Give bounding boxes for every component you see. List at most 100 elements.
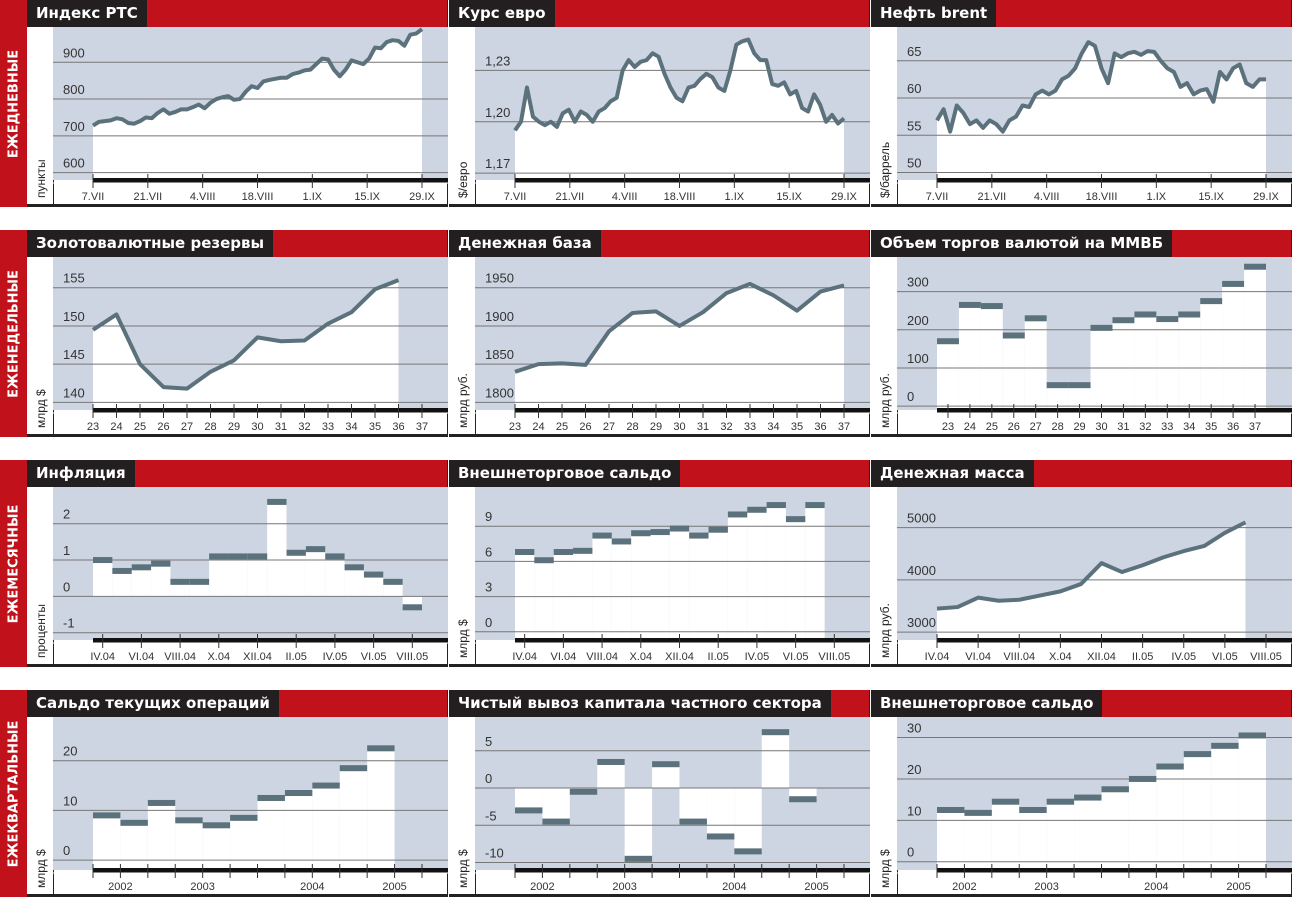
section-label: ЕЖЕДНЕВНЫЕ [0, 0, 27, 207]
chart-svg: 50 55 60 65 7.VII 21.VII 4.VIII 18.VIII 1.IX 15.I… [897, 27, 1292, 203]
bar-mark [1112, 317, 1135, 324]
bar-fill [805, 505, 825, 640]
y-tick-label: 0 [63, 843, 70, 858]
y-tick-label: 150 [63, 309, 85, 324]
bar-mark [1046, 798, 1075, 805]
bar-fill [1024, 318, 1047, 410]
y-axis-label: $/евро [456, 161, 470, 198]
y-tick-label: 50 [907, 156, 921, 171]
y-axis-label-box: млрд $ [449, 487, 476, 664]
bar-mark [284, 790, 313, 797]
chart-panel: Чистый вывоз капитала частного сектора м… [449, 690, 870, 897]
y-tick-label: 3 [485, 580, 492, 595]
x-tick-label: IV.04 [90, 651, 115, 663]
bar-fill [991, 801, 1020, 870]
title-bar: Внешнеторговое сальдо [871, 690, 1291, 717]
y-axis-label: млрд $ [34, 389, 48, 428]
bar-fill [1002, 335, 1025, 410]
x-tick-label: 24 [110, 421, 122, 433]
bar-mark [991, 798, 1020, 805]
y-tick-label: 60 [907, 81, 921, 96]
y-tick-label: 1,17 [485, 156, 510, 171]
x-tick-label: 37 [1249, 421, 1261, 433]
x-tick-label: 2002 [952, 881, 976, 893]
chart-title: Золотовалютные резервы [27, 230, 274, 257]
x-tick-label: 2003 [1034, 881, 1058, 893]
x-tick-label: 29 [650, 421, 662, 433]
y-axis-label-box: млрд руб. [871, 487, 898, 664]
x-tick-label: 36 [1227, 421, 1239, 433]
y-axis-label: млрд $ [456, 619, 470, 658]
bar-mark [175, 817, 203, 824]
area-fill [515, 39, 844, 180]
y-axis-label-box: млрд руб. [449, 257, 476, 434]
chart-svg: 1,17 1,20 1,23 7.VII 21.VII 4.VIII 18.VIII 1.IX… [475, 27, 870, 203]
bar-mark [706, 833, 735, 840]
x-tick-label: VIII.05 [396, 651, 428, 663]
bar-mark [542, 818, 570, 825]
bar-mark [958, 301, 981, 308]
bar-fill [650, 532, 670, 640]
bar-mark [1178, 311, 1201, 318]
x-tick-label: 2005 [1226, 881, 1250, 893]
x-tick-label: 29.IX [831, 191, 857, 203]
section-label-text: ЕЖЕНЕДЕЛЬНЫЕ [6, 269, 21, 398]
x-tick-label: 25 [134, 421, 146, 433]
bar-mark [93, 812, 121, 819]
x-tick-label: 26 [1008, 421, 1020, 433]
x-tick-label: VI.04 [965, 651, 991, 663]
x-tick-label: 4.VIII [190, 191, 216, 203]
x-tick-label: 27 [603, 421, 615, 433]
title-bar: Денежная масса [871, 460, 1291, 487]
x-tick-label: 1.IX [725, 191, 745, 203]
x-tick-label: IV.05 [1171, 651, 1196, 663]
bar-mark [1046, 382, 1069, 389]
y-tick-label: 300 [907, 275, 929, 290]
bar-fill [1183, 754, 1212, 870]
bar-mark [761, 729, 790, 736]
y-tick-label: 9 [485, 509, 492, 524]
x-tick-label: 24 [964, 421, 976, 433]
bar-fill [1090, 327, 1113, 410]
x-tick-label: 30 [673, 421, 685, 433]
x-axis [515, 408, 870, 413]
bar-mark [1101, 786, 1129, 793]
bar-fill [1046, 801, 1075, 870]
area-fill [93, 280, 399, 410]
chart-svg: -10 -5 0 5 2002 2003 2004 2005 [475, 717, 870, 893]
bar-mark [1068, 382, 1091, 389]
x-tick-label: VI.04 [551, 651, 577, 663]
y-tick-label: 1,20 [485, 105, 510, 120]
bar-fill [170, 581, 190, 597]
bar-fill [789, 788, 817, 800]
y-tick-label: 55 [907, 118, 921, 133]
bar-mark [120, 819, 148, 826]
y-tick-label: 5 [485, 734, 492, 749]
x-axis [515, 638, 870, 643]
title-bar: Объем торгов валютой на ММВБ [871, 230, 1291, 257]
y-tick-label: 0 [907, 389, 914, 404]
bar-mark [383, 578, 403, 585]
area-fill [515, 283, 844, 410]
x-tick-label: 15.IX [1198, 191, 1224, 203]
x-tick-label: XII.04 [243, 651, 272, 663]
bar-mark [1238, 732, 1266, 739]
chart-svg: 0 10 20 30 2002 2003 2004 2005 [897, 717, 1292, 893]
x-tick-label: 29 [228, 421, 240, 433]
bar-fill [980, 306, 1003, 410]
bar-fill [937, 809, 965, 870]
y-axis-label-box: пункты [27, 27, 54, 204]
section-label-text: ЕЖЕМЕСЯЧНЫЕ [6, 504, 21, 623]
x-tick-label: X.04 [1049, 651, 1072, 663]
x-tick-label: 26 [157, 421, 169, 433]
x-tick-label: 2003 [190, 881, 214, 893]
bar-mark [631, 530, 651, 537]
title-bar: Золотовалютные резервы [27, 230, 447, 257]
bar-fill [230, 817, 258, 870]
bar-fill [669, 528, 690, 640]
y-tick-label: 700 [63, 119, 85, 134]
bar-mark [592, 532, 612, 539]
y-axis-label: проценты [34, 603, 48, 658]
bar-mark [228, 553, 248, 560]
bar-mark [363, 571, 384, 578]
